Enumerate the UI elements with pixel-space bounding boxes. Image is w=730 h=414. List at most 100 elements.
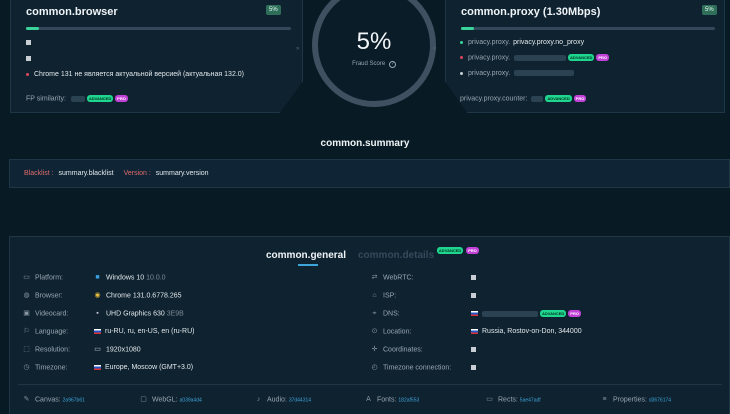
- flag-icon: [94, 364, 101, 370]
- proxy-progress-bar: [461, 27, 715, 30]
- monitor-icon: ▭: [23, 274, 30, 281]
- timezone-label: Timezone:: [35, 364, 68, 372]
- proxy-panel: common.proxy (1.30Mbps) 5% privacy.proxy…: [445, 0, 725, 113]
- fonts-icon: A: [366, 396, 371, 403]
- platform-value: Windows 10: [106, 274, 145, 282]
- browser-score-badge: 5%: [266, 5, 281, 15]
- webgl-label: WebGL:: [152, 396, 178, 404]
- pro-tag: PRO: [466, 246, 479, 254]
- browser-progress-fill: [26, 27, 40, 30]
- blacklist-value: summary.blacklist: [58, 170, 114, 177]
- status-dot-icon: [460, 40, 463, 44]
- properties-label: Properties:: [613, 396, 647, 404]
- proxy-score-badge: 5%: [702, 5, 717, 15]
- rects-label: Rects:: [498, 396, 518, 404]
- timezone-connection-value: [471, 364, 476, 370]
- webrtc-value: [471, 274, 476, 280]
- fonts-hash[interactable]: 182af553: [398, 397, 420, 404]
- fp-similarity-label: FP similarity:: [26, 95, 66, 103]
- platform-label: Platform:: [35, 274, 64, 282]
- canvas-label: Canvas:: [35, 396, 61, 404]
- videocard-label: Videocard:: [35, 310, 69, 318]
- location-label: Location:: [383, 328, 412, 336]
- language-label: Language:: [35, 328, 69, 336]
- timezone-connection-icon: ◴: [371, 364, 378, 371]
- coordinates-icon: ✛: [371, 346, 378, 353]
- proxy-status-value: privacy.proxy.no_proxy: [513, 39, 585, 46]
- audio-hash[interactable]: 37d44314: [288, 397, 312, 404]
- isp-value: [471, 292, 476, 298]
- browser-value: Chrome 131.0.6778.265: [106, 292, 182, 300]
- browser-panel: common.browser 5% Chrome 131 не является…: [10, 0, 303, 113]
- dns-icon: ⌖: [372, 310, 377, 317]
- chevron-right-icon: »: [296, 46, 300, 52]
- canvas-icon: ✎: [23, 396, 30, 403]
- webrtc-label: WebRTC:: [383, 274, 414, 282]
- webgl-icon: ▢: [140, 396, 147, 403]
- warning-dot-icon: [460, 56, 463, 59]
- tab-general-label: common.general: [266, 250, 347, 261]
- advanced-tag: ADVANCED: [436, 246, 464, 254]
- windows-icon: ■: [95, 274, 100, 281]
- timezone-connection-label: Timezone connection:: [383, 364, 452, 372]
- globe-icon: ◍: [23, 292, 30, 299]
- tab-active-indicator: [298, 264, 318, 266]
- language-icon: ⚐: [23, 328, 30, 335]
- blacklist-label: Blacklist :: [24, 170, 54, 177]
- fraud-score-gauge: [312, 0, 436, 107]
- advanced-tag: ADVANCED: [568, 54, 595, 61]
- timezone-value: Europe, Moscow (GMT+3.0): [105, 364, 194, 371]
- fraud-score-value: 5%: [356, 28, 392, 55]
- os-icon: [26, 39, 31, 45]
- resolution-icon: ⬚: [23, 346, 30, 353]
- fonts-label: Fonts:: [377, 396, 397, 404]
- chrome-icon: ◉: [94, 292, 101, 299]
- fp-similarity-value: [70, 95, 85, 102]
- info-icon[interactable]: ?: [388, 61, 396, 68]
- proxy-counter-label: privacy.proxy.counter:: [460, 95, 528, 103]
- properties-hash[interactable]: d3676174: [648, 397, 672, 404]
- resolution-value: 1920x1080: [106, 346, 141, 354]
- dns-label: DNS:: [383, 310, 400, 318]
- tab-details[interactable]: common.details ADVANCED PRO: [358, 246, 479, 261]
- proxy-progress-fill: [461, 27, 474, 30]
- dns-value: [482, 310, 538, 317]
- status-dot-icon: [460, 71, 463, 75]
- pro-tag: PRO: [596, 54, 610, 61]
- fraud-score-label: Fraud Score: [352, 61, 386, 67]
- advanced-tag: ADVANCED: [539, 310, 567, 317]
- flag-icon: [471, 311, 478, 316]
- platform-version: 10.0.0: [146, 274, 166, 282]
- audio-icon: ♪: [256, 396, 261, 403]
- gpu-icon: ▪: [96, 310, 99, 317]
- advanced-tag: ADVANCED: [545, 95, 572, 102]
- version-label: Version :: [123, 170, 151, 177]
- warning-dot-icon: [26, 72, 29, 76]
- general-section: common.general common.details ADVANCED P…: [9, 236, 730, 414]
- location-value: Russia, Rostov-on-Don, 344000: [482, 328, 582, 335]
- pro-tag: PRO: [115, 95, 128, 102]
- version-value: summary.version: [155, 170, 209, 177]
- browser-warning: Chrome 131 не является актуальной версие…: [34, 71, 245, 78]
- language-value: ru-RU, ru, en-US, en (ru-RU): [105, 328, 195, 335]
- browser-progress-bar: [26, 27, 291, 30]
- flag-icon: [94, 328, 101, 334]
- resolution-label: Resolution:: [35, 346, 71, 354]
- tab-details-label: common.details: [358, 250, 435, 261]
- webgl-hash[interactable]: a039a4d4: [179, 397, 202, 404]
- tab-general[interactable]: common.general: [266, 250, 347, 266]
- webrtc-icon: ⇄: [371, 274, 378, 281]
- videocard-id: 3E9B: [166, 310, 184, 318]
- clock-icon: ◷: [23, 364, 30, 371]
- display-icon: ▭: [94, 346, 101, 353]
- pro-tag: PRO: [573, 95, 587, 102]
- coordinates-label: Coordinates:: [383, 346, 423, 354]
- audio-label: Audio:: [267, 396, 287, 404]
- flag-icon: [471, 328, 478, 334]
- summary-title: common.summary: [320, 138, 410, 149]
- location-icon: ⊙: [371, 328, 378, 335]
- rects-hash[interactable]: 5ae47adf: [519, 397, 541, 404]
- chevron-left-icon: «: [433, 46, 437, 52]
- browser-panel-title: common.browser: [26, 6, 118, 18]
- canvas-hash[interactable]: 2a967b61: [62, 397, 85, 404]
